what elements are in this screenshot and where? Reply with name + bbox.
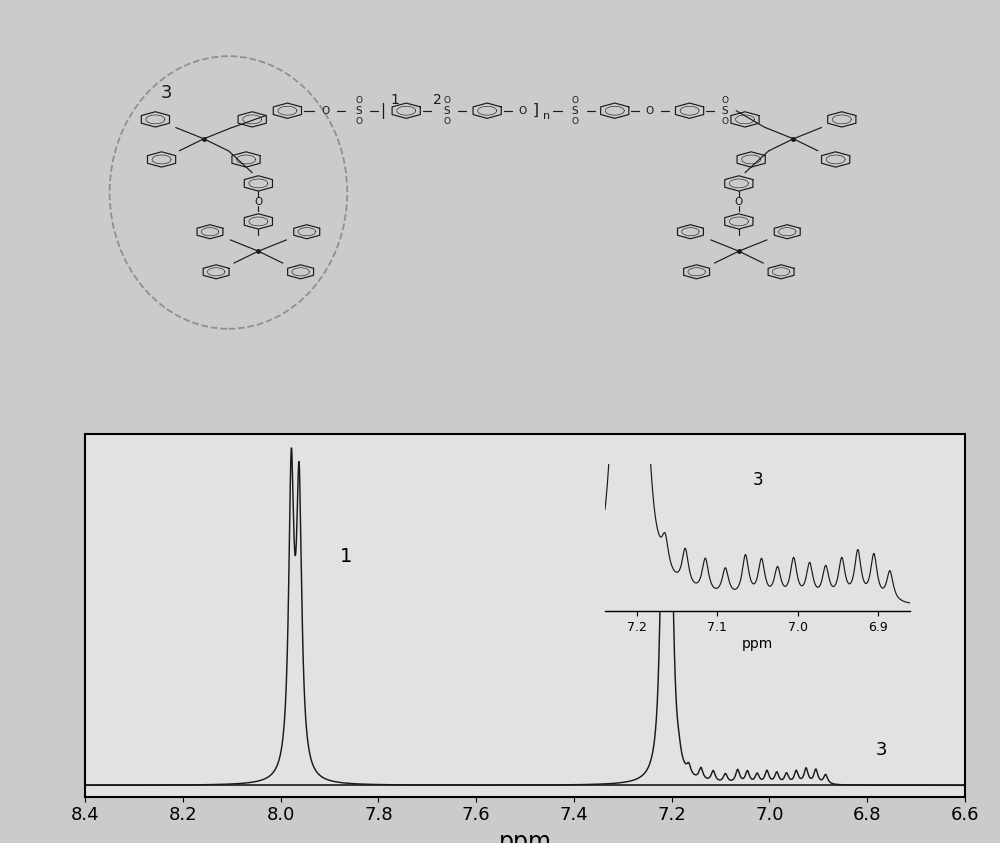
Text: O: O bbox=[735, 196, 743, 207]
Text: 3: 3 bbox=[161, 84, 173, 102]
Text: ]: ] bbox=[533, 103, 539, 118]
Text: S: S bbox=[443, 105, 450, 115]
Text: 3: 3 bbox=[876, 741, 888, 759]
Text: S: S bbox=[355, 105, 362, 115]
Text: 3: 3 bbox=[752, 470, 763, 489]
Text: O: O bbox=[721, 116, 728, 126]
Text: S: S bbox=[572, 105, 578, 115]
Text: S: S bbox=[721, 105, 728, 115]
Text: O: O bbox=[572, 116, 579, 126]
Text: O: O bbox=[443, 116, 450, 126]
Text: 1: 1 bbox=[340, 547, 353, 566]
Text: O: O bbox=[646, 105, 654, 115]
Text: O: O bbox=[572, 96, 579, 105]
Text: O: O bbox=[321, 105, 329, 115]
Text: 2: 2 bbox=[433, 94, 441, 107]
Text: n: n bbox=[543, 111, 551, 121]
Text: 2: 2 bbox=[707, 560, 719, 578]
Text: O: O bbox=[518, 105, 526, 115]
Text: O: O bbox=[355, 116, 362, 126]
Text: 1: 1 bbox=[390, 94, 399, 107]
Text: O: O bbox=[721, 96, 728, 105]
Text: |: | bbox=[380, 103, 385, 119]
X-axis label: ppm: ppm bbox=[498, 830, 552, 843]
Text: O: O bbox=[254, 196, 262, 207]
Text: O: O bbox=[355, 96, 362, 105]
X-axis label: ppm: ppm bbox=[742, 636, 773, 651]
Text: O: O bbox=[443, 96, 450, 105]
